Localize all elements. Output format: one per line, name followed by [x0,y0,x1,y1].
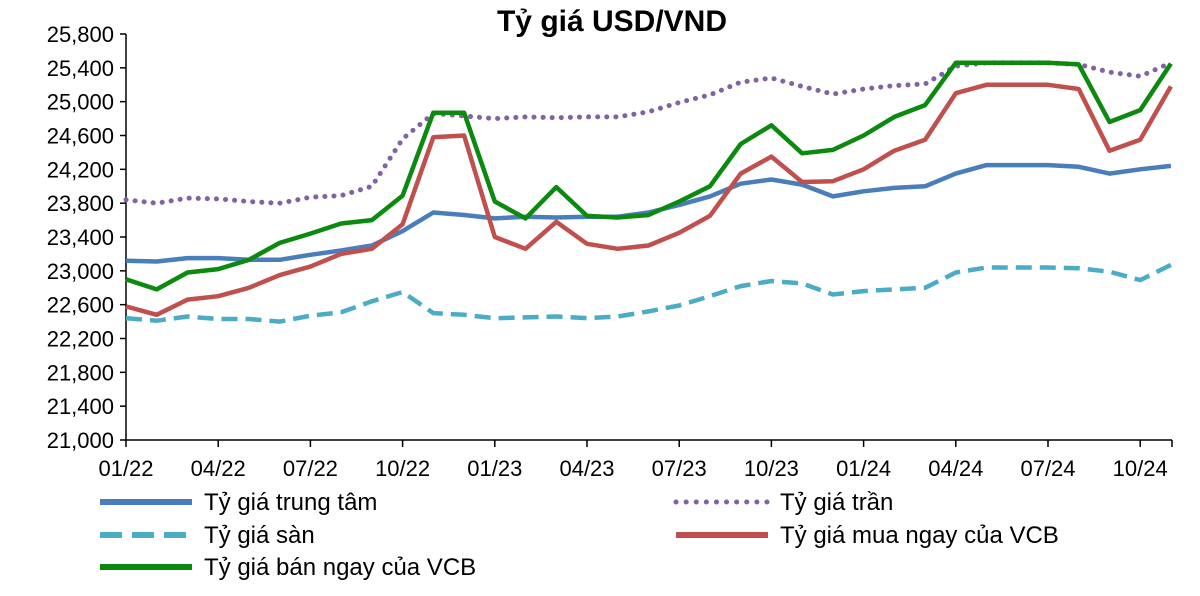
x-tick-label: 07/23 [652,456,707,481]
x-tick-label: 04/23 [559,456,614,481]
x-tick-label: 10/22 [375,456,430,481]
x-tick-label: 10/24 [1113,456,1168,481]
series-line-2 [123,60,1174,206]
y-tick-label: 22,200 [47,327,114,352]
series-lines [123,60,1174,324]
y-tick-label: 25,400 [47,56,114,81]
x-tick-label: 01/22 [98,456,153,481]
y-axis-ticks: 25,800 25,400 25,000 24,600 24,200 23,800 23,4… [47,22,126,453]
series-line-4 [125,82,1173,318]
legend-label-5: Tỷ giá bán ngay của VCB [204,554,476,581]
x-tick-label: 04/24 [928,456,983,481]
x-axis-ticks: 01/22 04/22 07/22 10/22 01/23 04/23 07/23 10/23… [98,440,1173,481]
y-tick-label: 21,800 [47,360,114,385]
x-tick-label: 07/22 [283,456,338,481]
legend: Tỷ giá trung tâm Tỷ giá trần Tỷ giá sàn Tỷ … [100,489,1059,581]
axes [125,34,1172,441]
series-line-5 [125,60,1173,292]
y-tick-label: 24,200 [47,157,114,182]
y-tick-label: 22,600 [47,293,114,318]
y-tick-label: 24,600 [47,124,114,149]
x-tick-label: 04/22 [191,456,246,481]
legend-label-2: Tỷ giá trần [780,489,893,516]
x-tick-label: 07/24 [1020,456,1075,481]
series-line-1 [125,162,1172,264]
x-tick-label: 10/23 [744,456,799,481]
y-tick-label: 25,000 [47,90,114,115]
y-tick-label: 23,800 [47,191,114,216]
y-tick-label: 21,000 [47,428,114,453]
y-tick-label: 25,800 [47,22,114,47]
legend-label-1: Tỷ giá trung tâm [204,489,377,516]
legend-label-4: Tỷ giá mua ngay của VCB [780,522,1059,549]
y-tick-label: 23,000 [47,259,114,284]
y-tick-label: 23,400 [47,225,114,250]
chart-title: Tỷ giá USD/VND [497,5,727,38]
y-tick-label: 21,400 [47,394,114,419]
legend-label-3: Tỷ giá sàn [204,522,315,549]
series-line-3 [125,262,1172,324]
x-tick-label: 01/23 [467,456,522,481]
x-tick-label: 01/24 [836,456,891,481]
